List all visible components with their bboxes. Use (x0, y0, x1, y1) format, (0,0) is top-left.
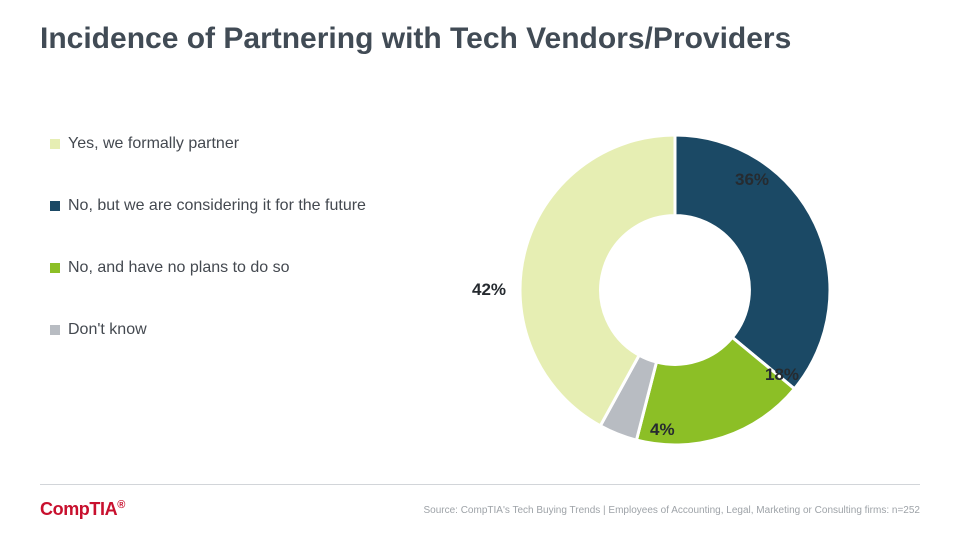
legend-item: No, and have no plans to do so (50, 259, 450, 277)
slice-label: 36% (735, 170, 769, 190)
donut-chart: 36%18%4%42% (495, 110, 855, 470)
slice-label: 42% (472, 280, 506, 300)
legend-swatch (50, 263, 60, 273)
legend-label: Don't know (68, 321, 147, 339)
legend-label: No, but we are considering it for the fu… (68, 197, 366, 215)
legend-item: No, but we are considering it for the fu… (50, 197, 450, 215)
slice-label: 4% (650, 420, 675, 440)
footer-rule (40, 484, 920, 485)
slide-title: Incidence of Partnering with Tech Vendor… (40, 22, 791, 56)
legend-swatch (50, 139, 60, 149)
source-footnote: Source: CompTIA's Tech Buying Trends | E… (423, 505, 920, 516)
logo: CompTIA® (40, 499, 125, 520)
legend-item: Don't know (50, 321, 450, 339)
legend-item: Yes, we formally partner (50, 135, 450, 153)
logo-text: CompTIA (40, 499, 117, 519)
legend-label: Yes, we formally partner (68, 135, 239, 153)
slide: Incidence of Partnering with Tech Vendor… (0, 0, 960, 540)
chart-legend: Yes, we formally partner No, but we are c… (50, 135, 450, 383)
legend-label: No, and have no plans to do so (68, 259, 290, 277)
legend-swatch (50, 201, 60, 211)
slice-label: 18% (765, 365, 799, 385)
legend-swatch (50, 325, 60, 335)
